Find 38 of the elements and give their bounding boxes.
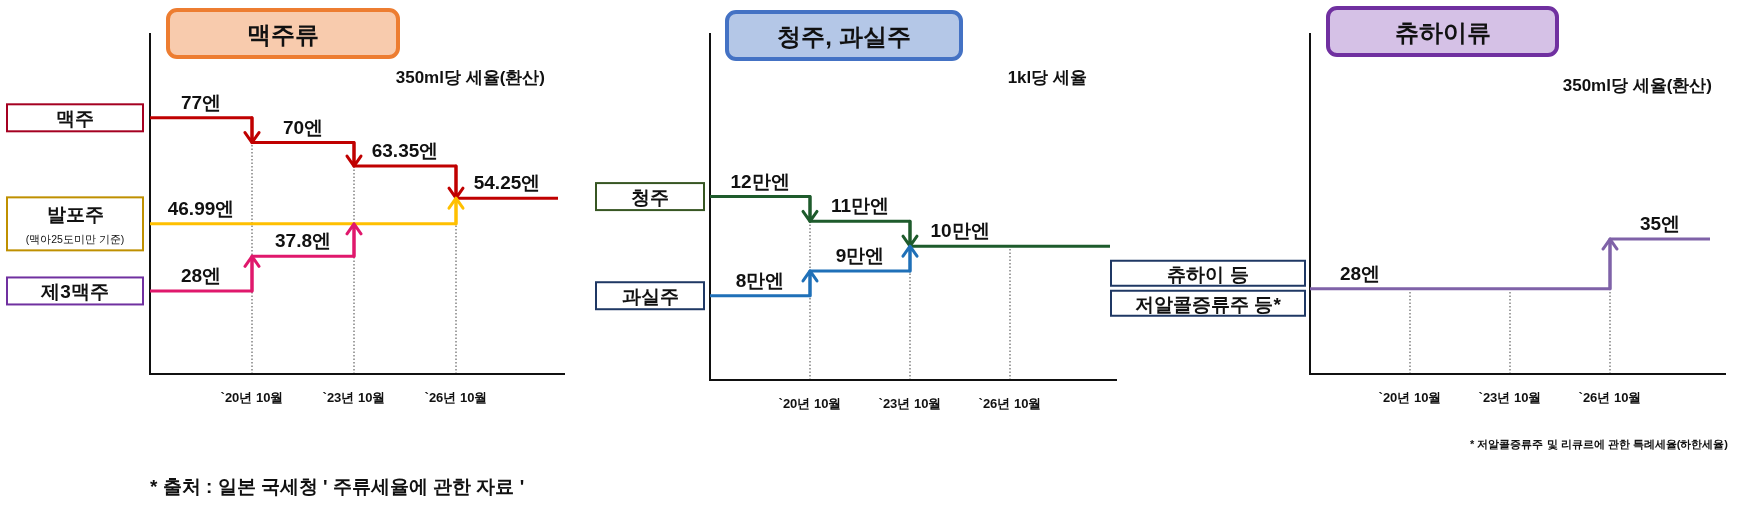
legend-item: 발포주 (맥아25도미만 기준) — [6, 196, 144, 252]
data-label: 35엔 — [1639, 213, 1681, 235]
data-label: 9만엔 — [835, 244, 885, 266]
x-tick-label: `23년 10월 — [878, 395, 942, 411]
data-label: 10만엔 — [930, 220, 990, 242]
data-label: 12만엔 — [730, 170, 790, 192]
legend-item: 제3맥주 — [6, 276, 144, 306]
data-label: 8만엔 — [735, 269, 785, 291]
legend-item: 맥주 — [6, 103, 144, 133]
x-tick-label: `20년 10월 — [1378, 389, 1442, 405]
x-tick-label: `23년 10월 — [322, 389, 386, 405]
text: 1kl당 세율 — [1007, 67, 1087, 87]
x-tick-label: `26년 10월 — [1578, 389, 1642, 405]
text: 350ml당 세율(환산) — [395, 67, 545, 87]
x-tick-label: `20년 10월 — [778, 395, 842, 411]
data-label: 77엔 — [180, 91, 222, 113]
text: * 출처 : 일본 국세청 ' 주류세율에 관한 자료 ' — [150, 475, 525, 497]
chart-title: 맥주류 — [247, 21, 319, 48]
data-label: 28엔 — [1339, 262, 1381, 284]
data-label: 54.25엔 — [473, 172, 541, 194]
x-tick-label: `26년 10월 — [978, 395, 1042, 411]
data-label: 63.35엔 — [371, 140, 439, 162]
legend-item: 과실주 — [595, 281, 705, 311]
data-label: 37.8엔 — [275, 230, 331, 252]
x-tick-label: `20년 10월 — [220, 389, 284, 405]
data-label: 11만엔 — [830, 195, 890, 217]
x-tick-label: `26년 10월 — [424, 389, 488, 405]
x-tick-label: `23년 10월 — [1478, 389, 1542, 405]
chart-title: 청주, 과실주 — [777, 23, 911, 50]
legend-item: 청주 — [595, 182, 705, 212]
data-label: 70엔 — [282, 116, 324, 138]
text: 350ml당 세율(환산) — [1562, 75, 1712, 95]
series-label: 과실주 — [621, 286, 679, 308]
text: * 저알콜증류주 및 리큐르에 관한 특례세율(하한세율) — [1470, 438, 1729, 450]
chart-title: 츄하이류 — [1394, 19, 1491, 46]
legend-item: 츄하이 등 저알콜증류주 등* — [1110, 259, 1306, 317]
data-label: 28엔 — [180, 264, 222, 286]
data-label: 46.99엔 — [167, 197, 235, 219]
